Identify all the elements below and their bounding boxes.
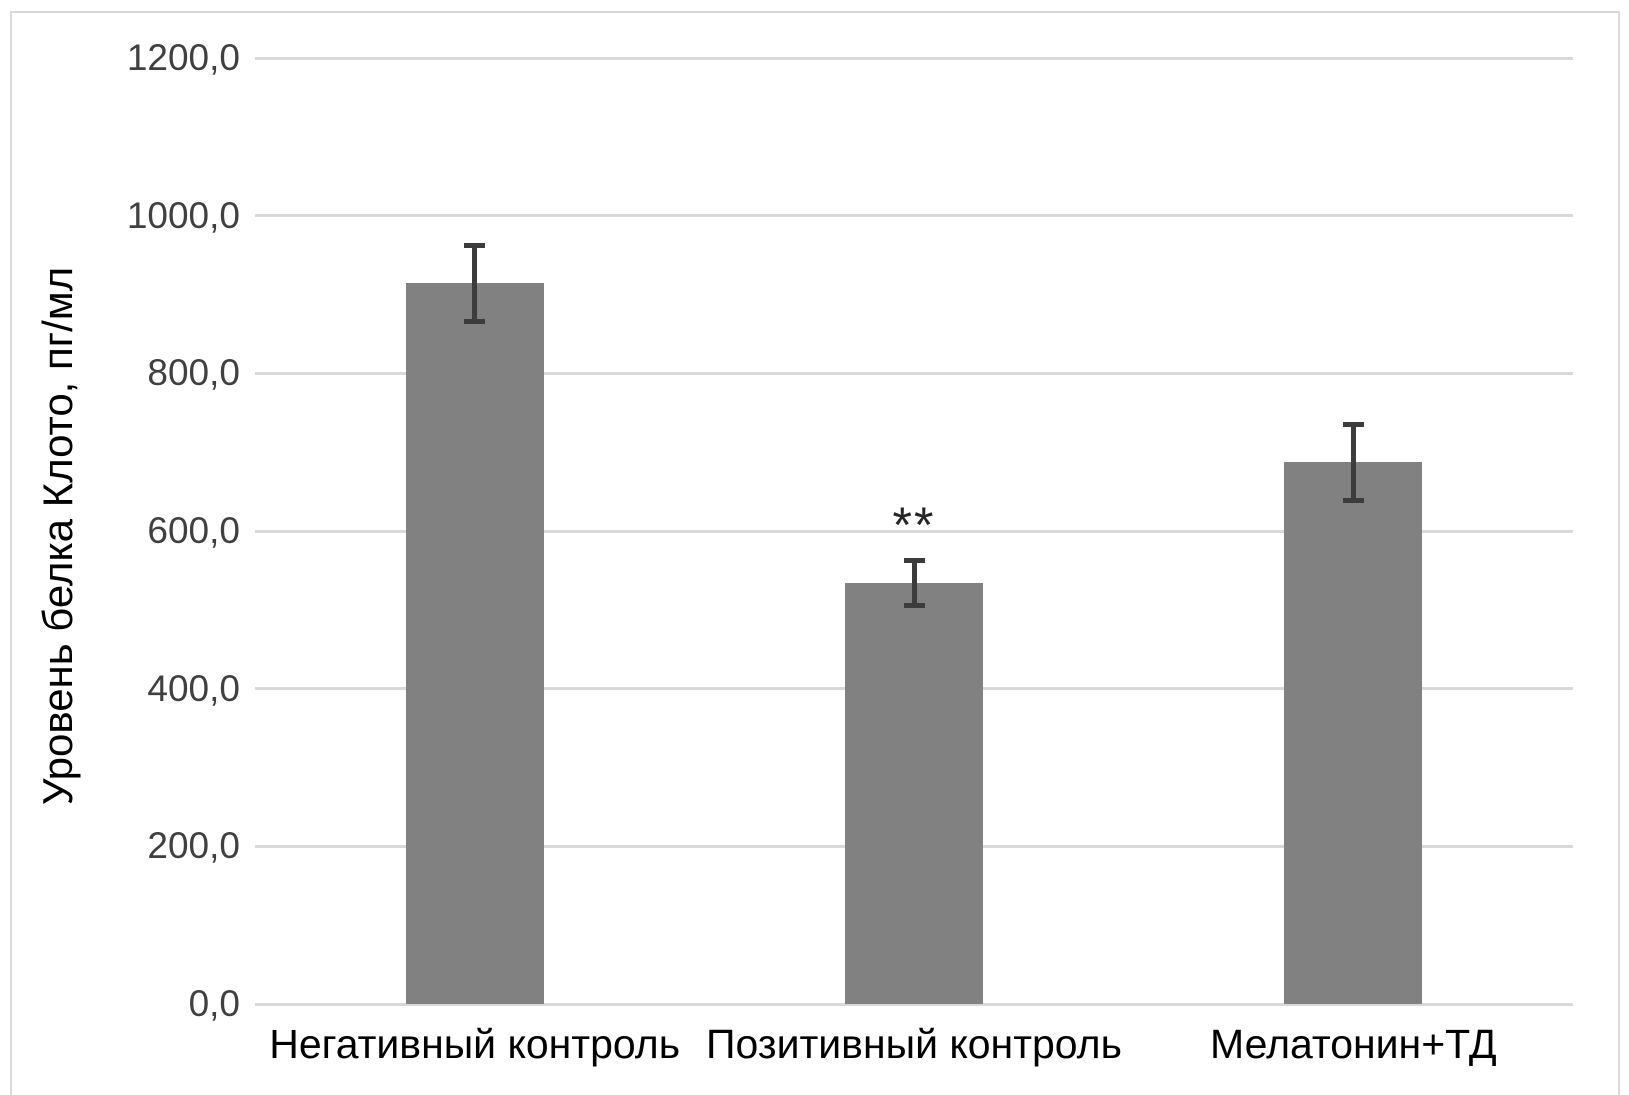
error-bar-line — [911, 557, 917, 609]
gridline — [255, 214, 1573, 218]
error-bar-cap-bottom — [464, 318, 486, 324]
gridline — [255, 371, 1573, 375]
y-tick-label: 800,0 — [147, 352, 240, 394]
gridline — [255, 56, 1573, 60]
category-label-3: Мелатонин+ТД — [1210, 1021, 1497, 1067]
error-bar-cap-top — [903, 557, 925, 563]
category-label-1: Негативный контроль — [269, 1021, 681, 1067]
x-axis-baseline — [255, 1002, 1573, 1006]
category-label-2: Позитивный контроль — [705, 1021, 1122, 1067]
bar-2[interactable] — [845, 583, 983, 1004]
error-bar-cap-top — [464, 243, 486, 249]
significance-marker: ** — [892, 496, 936, 553]
error-bar-cap-bottom — [903, 603, 925, 609]
y-tick-label: 1000,0 — [126, 194, 240, 236]
bar-3[interactable] — [1284, 462, 1423, 1004]
y-tick-label: 0,0 — [188, 983, 240, 1024]
y-tick-label: 1200,0 — [126, 37, 240, 78]
y-tick-label: 200,0 — [147, 825, 240, 867]
y-tick-label: 600,0 — [147, 510, 240, 551]
error-bar-cap-bottom — [1342, 497, 1364, 503]
error-bar-line — [1350, 422, 1356, 503]
error-bar-cap-top — [1342, 422, 1364, 428]
gridline — [255, 529, 1573, 533]
error-bar-line — [472, 243, 478, 324]
bar-1[interactable] — [405, 283, 544, 1004]
y-tick-label: 400,0 — [147, 667, 240, 709]
